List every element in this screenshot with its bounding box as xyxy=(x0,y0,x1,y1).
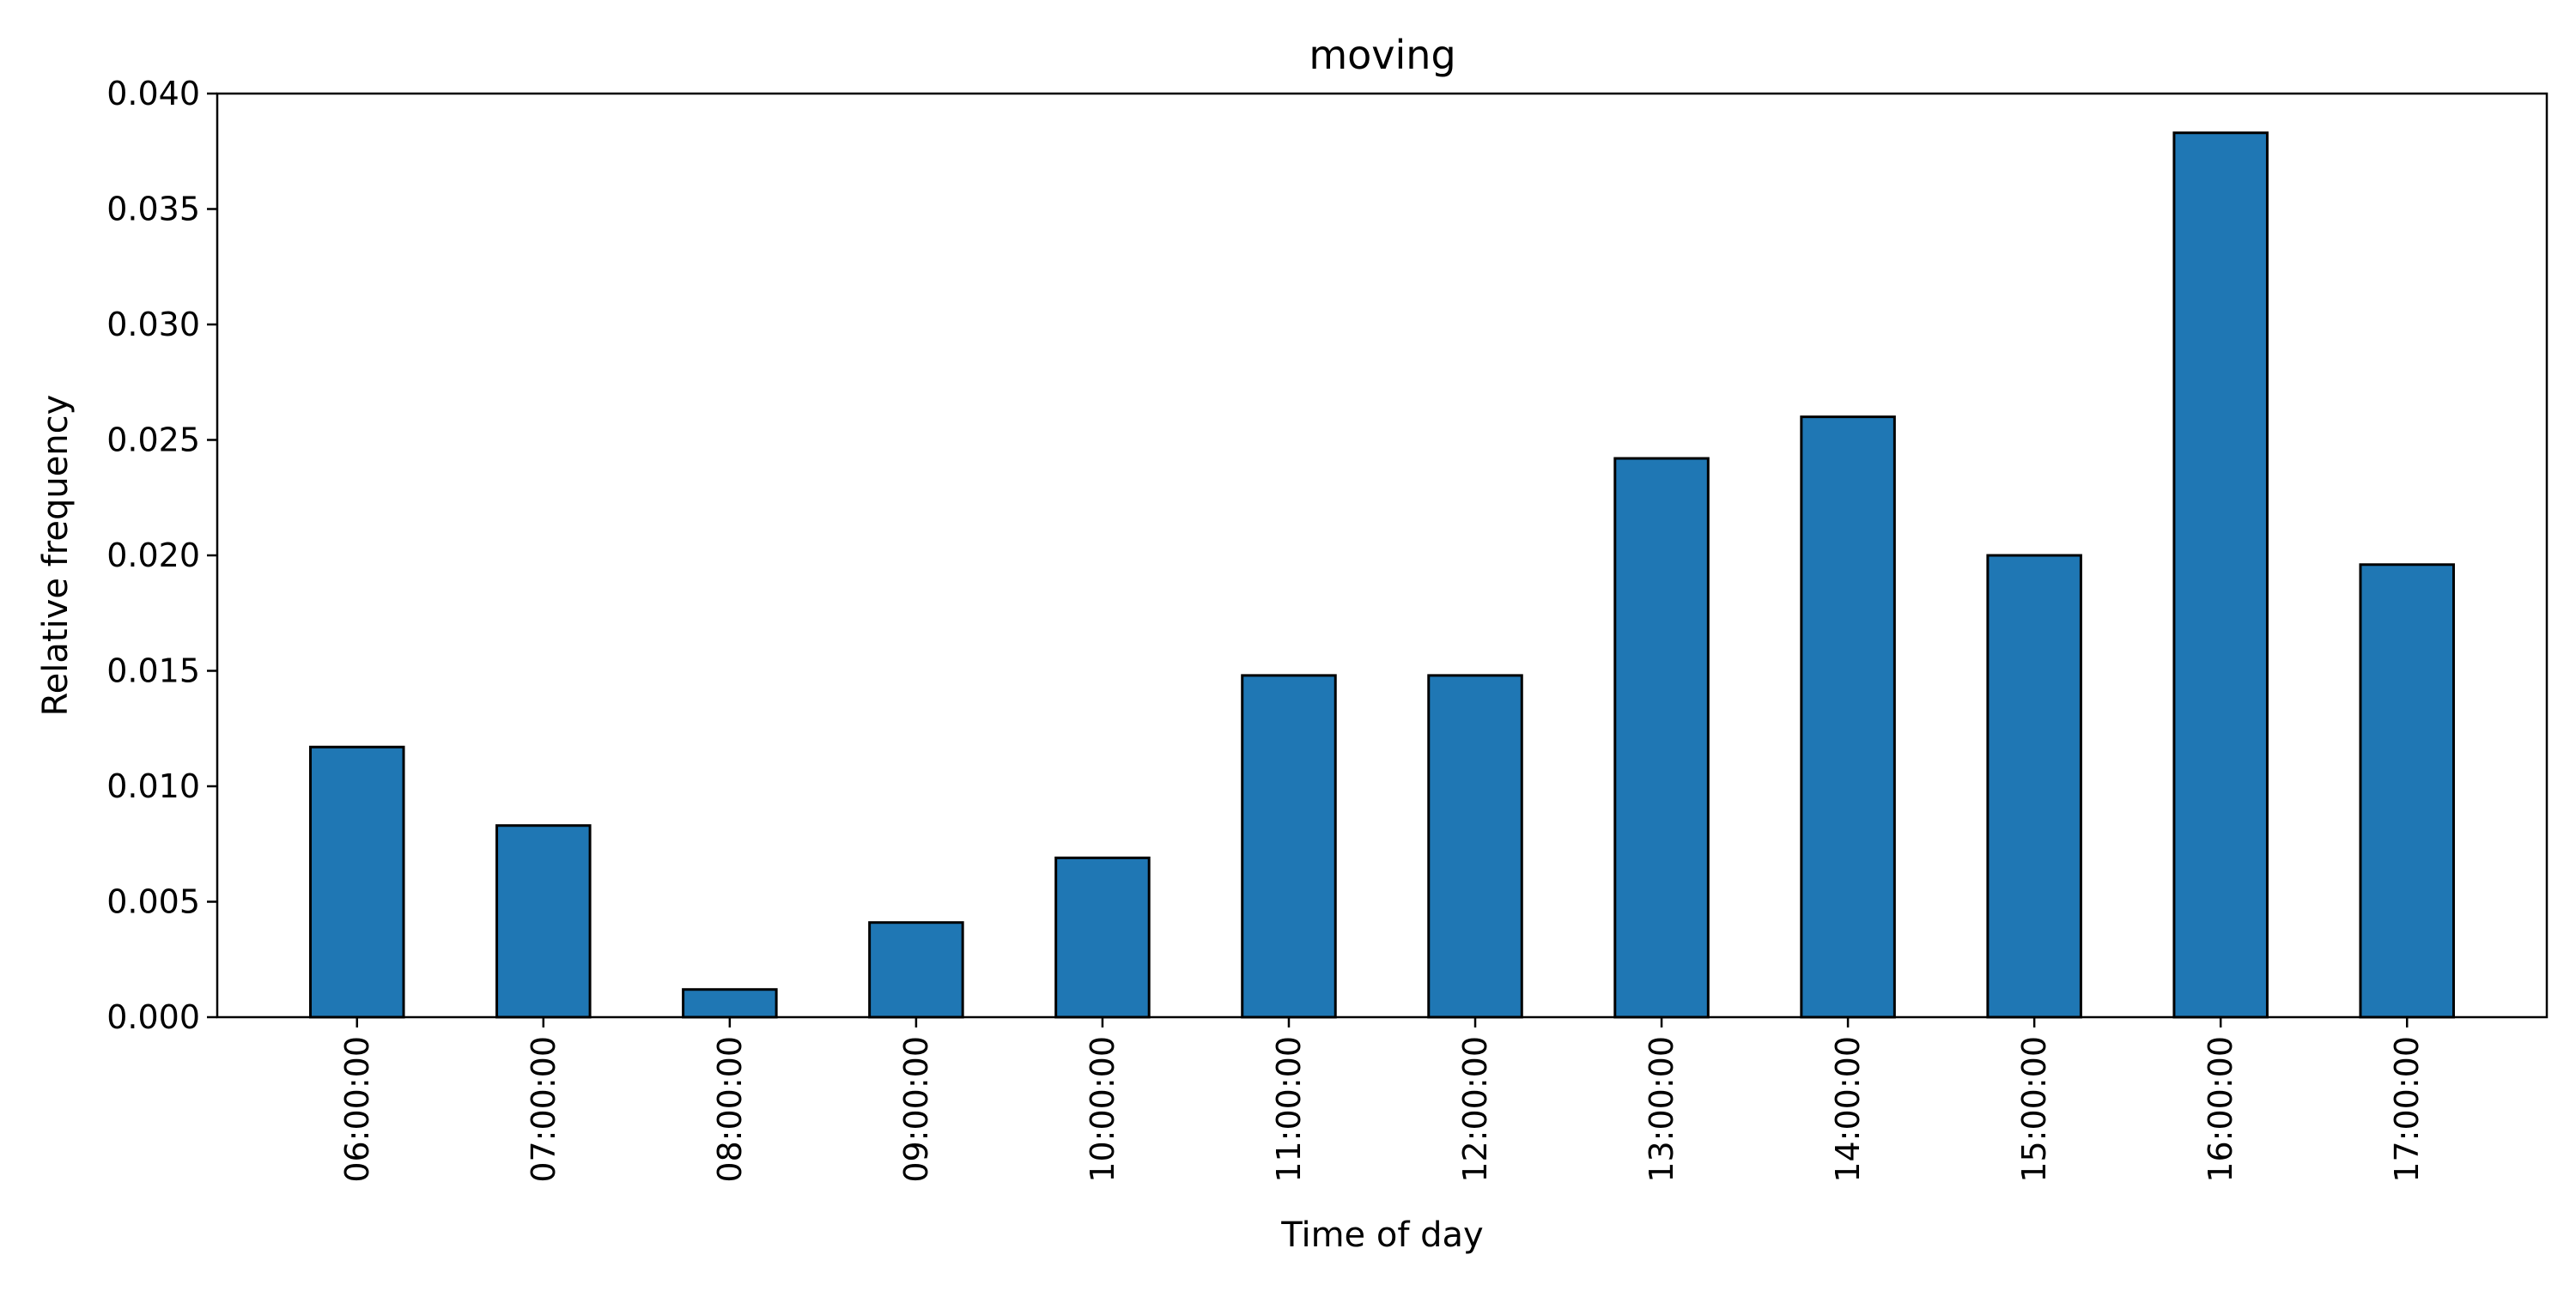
x-tick-label: 10:00:00 xyxy=(1084,1036,1121,1183)
bars-group xyxy=(309,131,2455,1019)
y-tick-label: 0.005 xyxy=(106,883,200,921)
x-tick-label: 14:00:00 xyxy=(1829,1036,1867,1183)
x-tick-label: 06:00:00 xyxy=(338,1036,376,1183)
bar xyxy=(1054,856,1151,1019)
x-axis-ticks: 06:00:00 07:00:00 08:00:00 09:00:00 10:00:00… xyxy=(338,1017,2426,1183)
y-tick-label: 0.035 xyxy=(106,191,200,228)
y-tick-label: 0.015 xyxy=(106,652,200,690)
bar xyxy=(868,921,964,1019)
x-tick-label: 07:00:00 xyxy=(525,1036,562,1183)
bar xyxy=(1800,415,1896,1019)
x-tick-label: 11:00:00 xyxy=(1270,1036,1308,1183)
y-tick-label: 0.040 xyxy=(106,75,200,112)
bar xyxy=(1241,674,1337,1019)
y-tick-label: 0.025 xyxy=(106,421,200,459)
bar xyxy=(2172,131,2269,1019)
x-axis-label: Time of day xyxy=(1280,1215,1483,1255)
chart-title: moving xyxy=(1309,32,1455,78)
x-tick-label: 16:00:00 xyxy=(2202,1036,2239,1183)
bar xyxy=(1427,674,1523,1019)
x-tick-label: 08:00:00 xyxy=(711,1036,749,1183)
bar xyxy=(495,824,592,1019)
x-tick-label: 15:00:00 xyxy=(2015,1036,2053,1183)
x-tick-label: 12:00:00 xyxy=(1456,1036,1494,1183)
bar xyxy=(1613,457,1710,1019)
y-tick-label: 0.000 xyxy=(106,998,200,1036)
plot-frame xyxy=(216,92,2549,1019)
x-tick-label: 09:00:00 xyxy=(897,1036,935,1183)
bar xyxy=(1986,554,2082,1019)
y-axis-ticks: 0.000 0.005 0.010 0.015 0.020 0.025 0.030 0.035… xyxy=(106,75,217,1036)
y-tick-label: 0.010 xyxy=(106,767,200,805)
bar xyxy=(309,745,405,1019)
bar xyxy=(682,988,778,1019)
x-tick-label: 17:00:00 xyxy=(2388,1036,2426,1183)
bar xyxy=(2359,563,2455,1019)
y-tick-label: 0.030 xyxy=(106,306,200,343)
y-tick-label: 0.020 xyxy=(106,536,200,574)
x-tick-label: 13:00:00 xyxy=(1643,1036,1680,1183)
y-axis-label: Relative frequency xyxy=(36,395,76,717)
